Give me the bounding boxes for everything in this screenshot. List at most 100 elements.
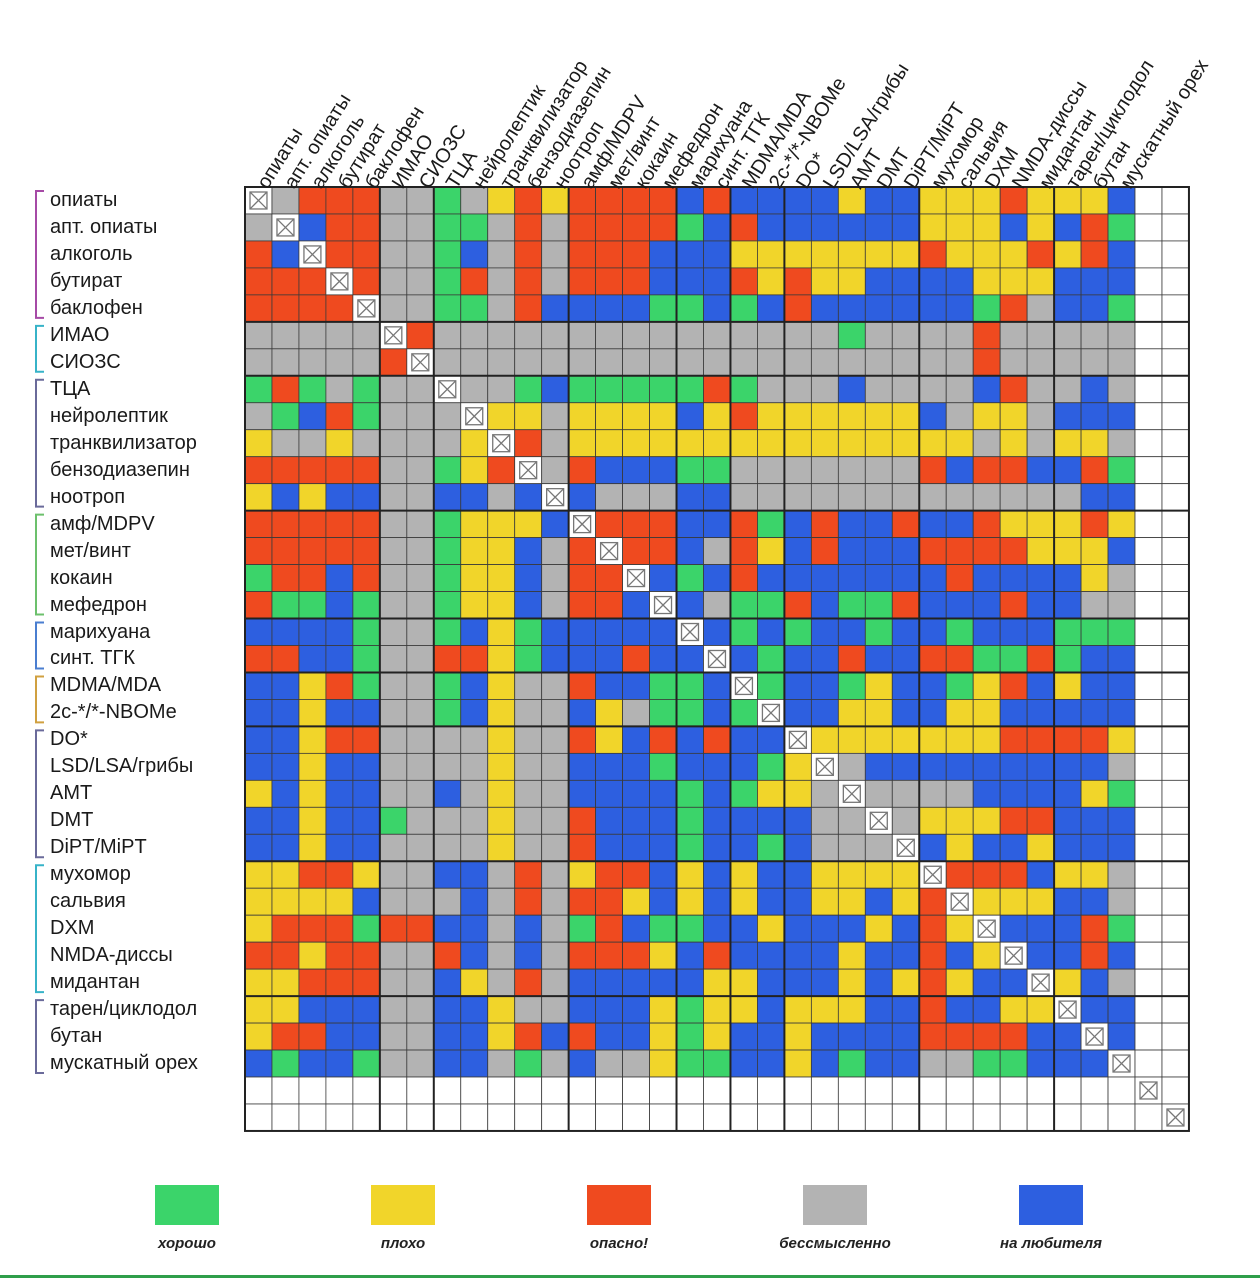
interaction-cell [1161, 752, 1190, 781]
interaction-cell [298, 752, 327, 781]
interaction-cell [810, 1049, 839, 1078]
interaction-cell [837, 591, 866, 619]
interaction-cell [1026, 240, 1055, 269]
interaction-cell [972, 267, 1001, 296]
interaction-cell [784, 510, 812, 539]
self-cell-cross [249, 191, 268, 210]
interaction-cell [379, 672, 408, 700]
interaction-cell [757, 294, 785, 323]
interaction-cell [864, 1049, 893, 1078]
interaction-cell [1080, 267, 1109, 296]
row-label: тарен/циклодол [50, 998, 198, 1021]
row-label: кокаин [50, 566, 113, 589]
interaction-cell [918, 887, 947, 916]
interaction-cell [918, 429, 947, 458]
interaction-cell [568, 1076, 597, 1105]
interaction-cell [1107, 806, 1136, 835]
interaction-cell [298, 699, 327, 727]
interaction-cell [1161, 833, 1190, 862]
interaction-cell [784, 1103, 812, 1132]
interaction-cell [1053, 456, 1082, 485]
interaction-cell [1134, 456, 1163, 485]
interaction-cell [487, 294, 516, 323]
interaction-cell [487, 537, 516, 565]
interaction-cell [595, 591, 623, 619]
interaction-cell [730, 752, 758, 781]
interaction-cell [1107, 213, 1136, 242]
interaction-cell [352, 1076, 381, 1105]
interaction-cell [784, 779, 812, 808]
self-cell-cross [761, 703, 780, 722]
group-bracket [35, 190, 44, 319]
interaction-cell [568, 402, 597, 431]
interaction-cell [1161, 645, 1190, 673]
self-cell-cross [384, 326, 403, 345]
interaction-cell [999, 995, 1028, 1024]
interaction-cell [1107, 618, 1136, 646]
interaction-cell [244, 510, 273, 539]
interaction-cell [1080, 591, 1109, 619]
interaction-cell [406, 456, 435, 485]
interaction-cell [271, 186, 300, 215]
interaction-cell [918, 726, 947, 754]
row-label: DMT [50, 809, 94, 832]
interaction-cell [945, 699, 974, 727]
interaction-cell [972, 1022, 1001, 1051]
interaction-cell [810, 294, 839, 323]
interaction-cell [945, 995, 974, 1024]
interaction-cell [837, 510, 866, 539]
interaction-cell [271, 240, 300, 269]
interaction-cell [487, 348, 516, 377]
interaction-cell [649, 537, 677, 565]
interaction-cell [837, 726, 866, 754]
interaction-cell [1080, 429, 1109, 458]
interaction-cell [945, 1022, 974, 1051]
interaction-cell [352, 240, 381, 269]
self-cell-mark [411, 353, 430, 372]
interaction-cell [568, 537, 597, 565]
interaction-cell [837, 456, 866, 485]
interaction-cell [649, 1022, 677, 1051]
interaction-cell [649, 510, 677, 539]
interaction-cell [568, 348, 597, 377]
legend-label-good: хорошо [158, 1235, 216, 1252]
interaction-cell [460, 699, 489, 727]
interaction-cell [298, 995, 327, 1024]
interaction-cell [730, 1103, 758, 1132]
legend-swatch-bad [371, 1185, 435, 1225]
interaction-cell [352, 618, 381, 646]
interaction-cell [676, 429, 704, 458]
interaction-cell [460, 483, 489, 512]
interaction-cell [271, 779, 300, 808]
interaction-cell [487, 699, 516, 727]
self-cell-mark [734, 676, 754, 696]
interaction-cell [325, 510, 354, 539]
interaction-cell [325, 537, 354, 565]
interaction-cell [999, 672, 1028, 700]
row-label: MDMA/MDA [50, 674, 162, 697]
interaction-cell [945, 806, 974, 835]
self-cell-mark [1112, 1054, 1131, 1073]
interaction-cell [891, 321, 920, 350]
interaction-cell [784, 887, 812, 916]
interaction-cell [972, 968, 1001, 997]
interaction-cell [595, 1049, 623, 1078]
interaction-cell [1107, 887, 1136, 916]
interaction-cell [271, 321, 300, 350]
interaction-cell [1134, 968, 1163, 997]
interaction-cell [244, 429, 273, 458]
interaction-cell [945, 510, 974, 539]
interaction-cell [784, 456, 812, 485]
interaction-cell [406, 860, 435, 889]
interaction-cell [568, 752, 597, 781]
interaction-cell [244, 618, 273, 646]
interaction-cell [757, 456, 785, 485]
interaction-cell [244, 672, 273, 700]
interaction-cell [1161, 860, 1190, 889]
interaction-cell [568, 995, 597, 1024]
interaction-cell [271, 1103, 300, 1132]
interaction-cell [972, 806, 1001, 835]
self-cell-mark [788, 730, 808, 750]
interaction-cell [784, 429, 812, 458]
interaction-cell [730, 213, 758, 242]
